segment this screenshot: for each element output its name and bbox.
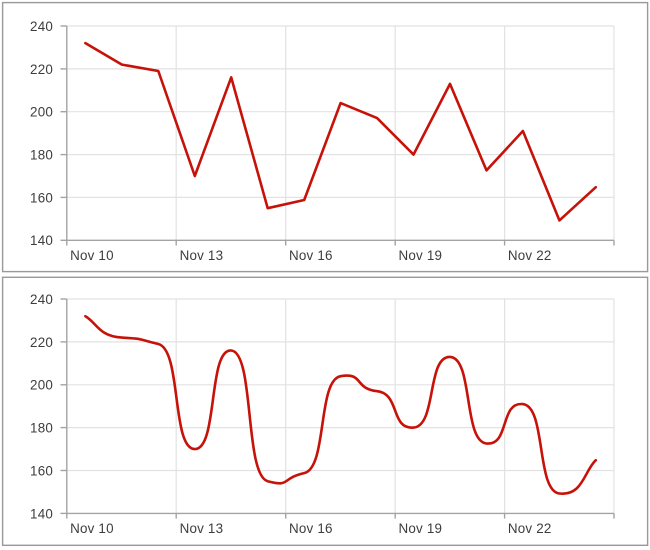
svg-text:160: 160 <box>30 463 53 478</box>
svg-text:180: 180 <box>30 148 53 163</box>
svg-text:Nov 13: Nov 13 <box>180 521 224 536</box>
svg-text:160: 160 <box>30 190 53 205</box>
svg-text:240: 240 <box>30 292 53 307</box>
svg-text:Nov 22: Nov 22 <box>508 521 552 536</box>
svg-text:220: 220 <box>30 335 53 350</box>
svg-text:220: 220 <box>30 62 53 77</box>
svg-text:200: 200 <box>30 105 53 120</box>
svg-text:Nov 19: Nov 19 <box>399 248 443 263</box>
svg-text:140: 140 <box>30 233 53 248</box>
svg-text:Nov 16: Nov 16 <box>289 521 333 536</box>
svg-text:Nov 10: Nov 10 <box>70 248 114 263</box>
svg-text:Nov 19: Nov 19 <box>399 521 443 536</box>
svg-text:240: 240 <box>30 19 53 34</box>
svg-text:Nov 16: Nov 16 <box>289 248 333 263</box>
svg-text:140: 140 <box>30 506 53 521</box>
svg-text:Nov 13: Nov 13 <box>180 248 224 263</box>
svg-text:Nov 22: Nov 22 <box>508 248 552 263</box>
svg-text:Nov 10: Nov 10 <box>70 521 114 536</box>
svg-text:180: 180 <box>30 421 53 436</box>
svg-text:200: 200 <box>30 378 53 393</box>
